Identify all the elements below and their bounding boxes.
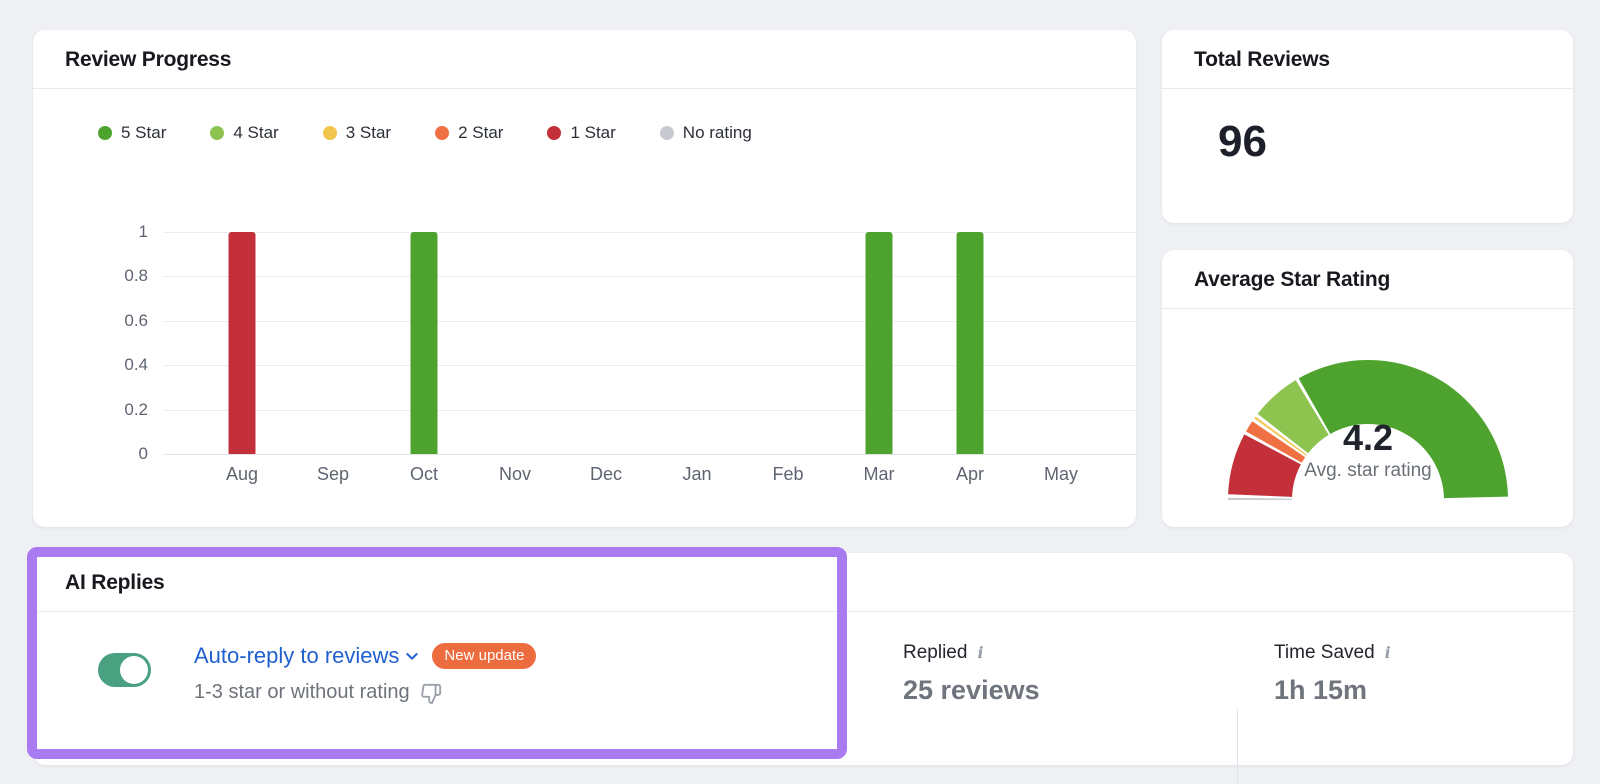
auto-reply-subtitle: 1-3 star or without rating — [194, 681, 410, 703]
x-tick-label: Jan — [682, 464, 712, 484]
legend-item-1-star[interactable]: 1 Star — [547, 123, 616, 143]
auto-reply-toggle[interactable] — [98, 653, 151, 687]
star-rating-gauge: 4.2 Avg. star rating — [1198, 332, 1538, 510]
legend-label: 3 Star — [345, 123, 392, 142]
legend-dot — [98, 126, 112, 140]
card-divider — [1162, 88, 1573, 89]
x-tick-label: Dec — [589, 464, 623, 484]
average-star-rating-title: Average Star Rating — [1194, 268, 1391, 291]
x-tick-label: Oct — [409, 464, 439, 484]
chart-plot-area — [163, 232, 1138, 455]
new-update-badge: New update — [432, 643, 537, 669]
y-tick-label: 1 — [138, 222, 148, 241]
legend-item-4-star[interactable]: 4 Star — [210, 123, 279, 143]
gridline — [163, 454, 1138, 455]
legend-dot — [435, 126, 450, 140]
legend-label: 4 Star — [233, 123, 279, 142]
card-divider — [33, 611, 1573, 612]
legend-item-no-rating[interactable]: No rating — [659, 123, 752, 143]
bar-oct-5-star — [410, 232, 438, 454]
total-reviews-title: Total Reviews — [1194, 48, 1330, 71]
gridline — [163, 232, 1138, 233]
stat-divider — [1237, 709, 1238, 784]
gridline — [163, 409, 1138, 411]
auto-reply-link-label: Auto-reply to reviews — [194, 643, 400, 668]
x-tick-label: Sep — [316, 464, 350, 484]
replied-label: Replied — [903, 642, 968, 663]
legend-item-5-star[interactable]: 5 Star — [98, 123, 166, 143]
gauge-segment-4-star — [1257, 380, 1329, 454]
legend-label: 2 Star — [458, 123, 504, 142]
legend-dot — [659, 126, 674, 140]
chart-legend: 5 Star 4 Star 3 Star 2 Star 1 Star No rating — [33, 89, 1136, 145]
gridline — [163, 276, 1138, 278]
x-tick-label: Mar — [863, 464, 895, 484]
ai-replies-card: AI Replies Auto-reply to reviews New upd… — [33, 553, 1573, 784]
bar-mar-5-star — [865, 232, 893, 454]
x-tick-label: Feb — [772, 464, 804, 484]
total-reviews-value: 96 — [1218, 117, 1267, 166]
y-tick-label: 0.2 — [124, 399, 148, 419]
gridline — [163, 320, 1138, 322]
ai-replies-title: AI Replies — [65, 571, 165, 594]
gauge-arc — [1228, 359, 1508, 500]
card-divider — [33, 88, 1136, 89]
legend-label: No rating — [682, 123, 752, 142]
y-tick-label: 0.6 — [124, 310, 148, 330]
time-saved-stat: Time Saved i 1h 15m — [1274, 642, 1391, 706]
gridline — [163, 365, 1138, 367]
x-tick-label: May — [1043, 464, 1079, 484]
legend-item-3-star[interactable]: 3 Star — [322, 123, 392, 143]
legend-item-2-star[interactable]: 2 Star — [435, 123, 503, 143]
time-saved-label: Time Saved — [1274, 642, 1375, 663]
x-tick-label: Apr — [955, 464, 985, 484]
x-tick-label: Aug — [225, 464, 259, 484]
total-reviews-card: Total Reviews 96 — [1162, 30, 1573, 223]
info-icon[interactable]: i — [977, 643, 984, 662]
review-progress-bar-chart: 1 0.8 0.6 0.4 0.2 0 Aug Sep Oct Nov Dec Jan Feb Mar Ap… — [33, 208, 1138, 498]
y-tick-label: 0.8 — [124, 266, 148, 286]
replied-value: 25 reviews — [903, 675, 1040, 705]
bar-apr-5-star — [956, 232, 984, 454]
y-tick-label: 0 — [138, 444, 148, 463]
review-progress-title: Review Progress — [65, 48, 232, 71]
time-saved-value: 1h 15m — [1274, 675, 1368, 705]
bar-aug-1-star — [228, 232, 256, 454]
legend-dot — [547, 126, 562, 140]
y-tick-label: 0.4 — [124, 355, 148, 375]
auto-reply-dropdown-link[interactable]: Auto-reply to reviews — [194, 643, 420, 669]
x-tick-label: Nov — [498, 464, 532, 484]
review-progress-card: Review Progress 5 Star 4 Star 3 Star 2 Star… — [33, 30, 1138, 527]
gauge-segment-1-star — [1228, 434, 1301, 497]
legend-dot — [210, 126, 225, 140]
info-icon[interactable]: i — [1384, 643, 1391, 662]
gauge-segment-2-star — [1245, 421, 1306, 463]
legend-dot — [322, 126, 337, 140]
chevron-down-icon — [406, 653, 419, 660]
card-divider — [1162, 308, 1573, 309]
gauge-segment-3-star — [1254, 416, 1307, 456]
legend-label: 1 Star — [570, 123, 616, 142]
legend-label: 5 Star — [121, 123, 167, 142]
replied-stat: Replied i 25 reviews — [903, 642, 1040, 706]
gauge-segment-no-rating — [1228, 497, 1293, 500]
average-star-rating-card: Average Star Rating 4.2 Avg. star rating — [1162, 250, 1573, 527]
thumbs-down-icon[interactable] — [420, 683, 442, 705]
gauge-segment-5-star — [1298, 359, 1508, 499]
toggle-knob — [120, 656, 148, 684]
